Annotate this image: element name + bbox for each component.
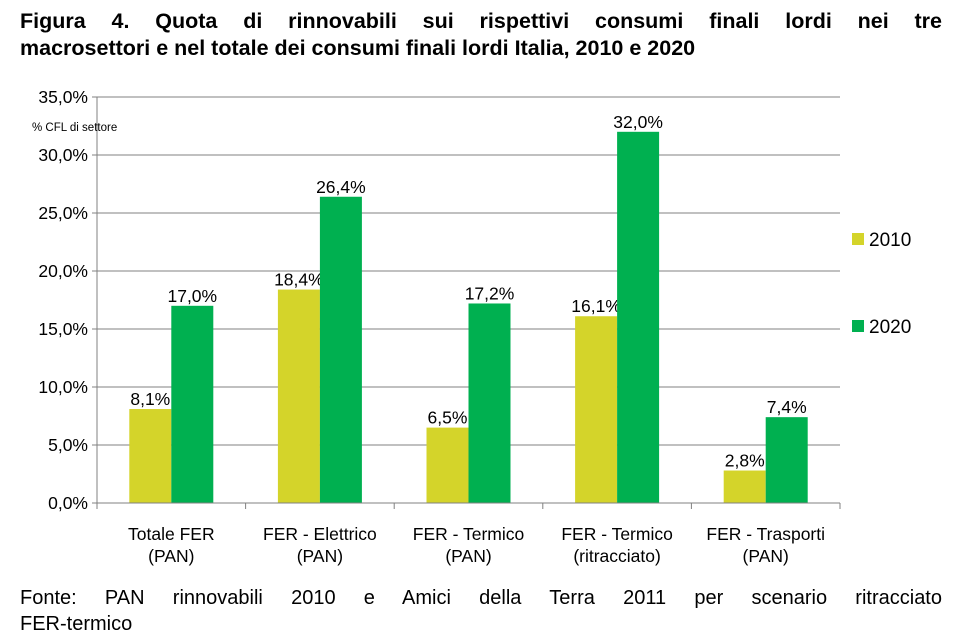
bar-2010 bbox=[129, 409, 172, 503]
legend-label-2010: 2010 bbox=[869, 230, 911, 251]
x-tick-label: FER - Termico bbox=[561, 524, 673, 544]
bar-2010 bbox=[277, 289, 320, 503]
y-tick-label: 0,0% bbox=[48, 493, 88, 513]
source-line-2: FER-termico bbox=[20, 613, 133, 635]
y-tick-label: 10,0% bbox=[38, 377, 88, 397]
x-tick-label: FER - Trasporti bbox=[706, 524, 825, 544]
legend-swatch-2010 bbox=[852, 233, 864, 245]
data-label-2020: 17,2% bbox=[465, 283, 515, 303]
x-tick-label: (ritracciato) bbox=[573, 546, 661, 566]
y-tick-label: 15,0% bbox=[38, 319, 88, 339]
x-tick-label: Totale FER bbox=[128, 524, 215, 544]
legend-swatch-2020 bbox=[852, 320, 864, 332]
x-tick-label: (PAN) bbox=[297, 546, 343, 566]
data-label-2020: 7,4% bbox=[767, 397, 807, 417]
data-label-2020: 17,0% bbox=[167, 286, 217, 306]
bar-2010 bbox=[723, 470, 766, 503]
data-label-2010: 18,4% bbox=[274, 270, 324, 290]
x-axis: Totale FER(PAN)FER - Elettrico(PAN)FER -… bbox=[96, 502, 841, 566]
title-line-2: macrosettori e nel totale dei consumi fi… bbox=[20, 36, 696, 60]
bar-2020 bbox=[765, 417, 808, 503]
source-line-1: Fonte: PAN rinnovabili 2010 e Amici dell… bbox=[20, 587, 942, 609]
data-label-2010: 8,1% bbox=[130, 389, 170, 409]
data-label-2010: 6,5% bbox=[428, 408, 468, 428]
unit-note: % CFL di settore bbox=[32, 122, 117, 134]
y-tick-label: 35,0% bbox=[38, 87, 88, 107]
bar-2020 bbox=[319, 196, 362, 503]
bar-2020 bbox=[468, 303, 511, 503]
bar-2010 bbox=[575, 316, 618, 503]
y-tick-label: 20,0% bbox=[38, 261, 88, 281]
data-label-2010: 2,8% bbox=[725, 451, 765, 471]
y-axis: 0,0% 5,0% 10,0% 15,0% 20,0% 25,0% 30,0% 35,0% bbox=[38, 87, 98, 513]
bar-chart: 0,0% 5,0% 10,0% 15,0% 20,0% 25,0% 30,0% 35,0% 8… bbox=[32, 87, 911, 566]
data-label-2010: 16,1% bbox=[571, 296, 621, 316]
x-tick-label: (PAN) bbox=[148, 546, 194, 566]
y-tick-label: 5,0% bbox=[48, 435, 88, 455]
x-tick-label: (PAN) bbox=[445, 546, 491, 566]
bar-2020 bbox=[171, 305, 214, 503]
x-tick-label: (PAN) bbox=[743, 546, 789, 566]
y-tick-label: 30,0% bbox=[38, 145, 88, 165]
y-tick-label: 25,0% bbox=[38, 203, 88, 223]
x-tick-label: FER - Elettrico bbox=[263, 524, 377, 544]
legend: 2010 2020 bbox=[852, 230, 911, 338]
source-note: Fonte: PAN rinnovabili 2010 e Amici dell… bbox=[20, 585, 942, 637]
x-tick-label: FER - Termico bbox=[413, 524, 525, 544]
bar-2020 bbox=[617, 131, 660, 504]
data-label-2020: 26,4% bbox=[316, 177, 366, 197]
bar-2010 bbox=[426, 427, 469, 503]
data-label-2020: 32,0% bbox=[613, 112, 663, 132]
figure-title: Figura 4. Quota di rinnovabili sui rispe… bbox=[20, 8, 942, 62]
title-line-1: Figura 4. Quota di rinnovabili sui rispe… bbox=[20, 9, 942, 33]
legend-label-2020: 2020 bbox=[869, 317, 911, 338]
bars: 8,1% 17,0% 18,4% 26,4% 6,5% 17,2% 16,1% 32,0% 2,… bbox=[129, 112, 808, 504]
